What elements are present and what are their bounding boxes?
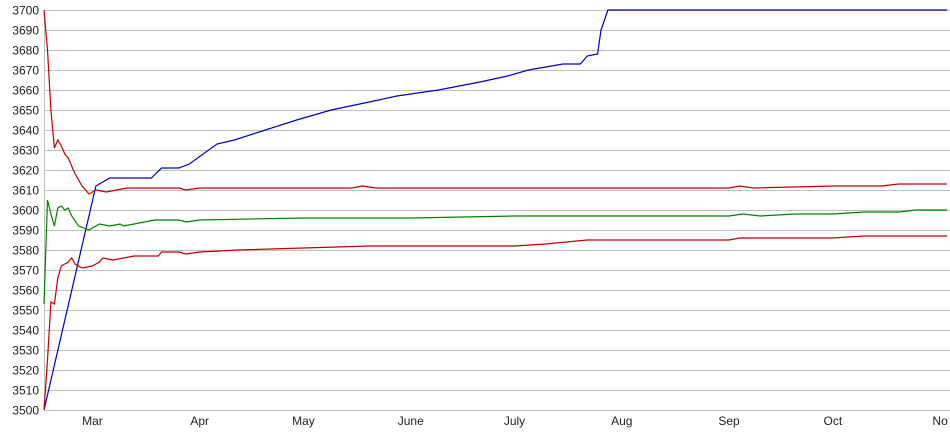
y-tick-label: 3610 [12,184,39,198]
y-tick-label: 3640 [12,124,39,138]
y-tick-label: 3600 [12,204,39,218]
y-tick-label: 3540 [12,324,39,338]
x-tick-label: Apr [190,414,209,428]
series-lines [43,9,947,411]
y-tick-label: 3650 [12,104,39,118]
y-tick-label: 3680 [12,44,39,58]
x-tick-label: Sep [718,414,740,428]
y-tick-label: 3510 [12,384,39,398]
y-tick-label: 3580 [12,244,39,258]
series-line-3 [43,199,947,305]
series-line-4 [43,235,947,411]
y-tick-label: 3700 [12,4,39,18]
y-tick-label: 3520 [12,364,39,378]
y-tick-label: 3570 [12,264,39,278]
y-tick-label: 3620 [12,164,39,178]
series-line-2 [43,9,947,195]
x-tick-label: May [292,414,315,428]
x-tick-label: July [504,414,525,428]
y-tick-label: 3590 [12,224,39,238]
y-tick-label: 3500 [12,404,39,418]
y-axis: 3500 3510 3520 3530 3540 3550 3560 3570 3580 3590… [12,4,39,418]
series-line-1 [43,9,947,411]
y-tick-label: 3550 [12,304,39,318]
y-tick-label: 3630 [12,144,39,158]
y-tick-label: 3690 [12,24,39,38]
y-tick-label: 3530 [12,344,39,358]
x-axis: Mar Apr May June July Aug Sep Oct No [82,414,948,428]
x-tick-label: June [398,414,424,428]
x-tick-label: Oct [823,414,842,428]
x-tick-label: Aug [611,414,632,428]
y-tick-label: 3560 [12,284,39,298]
y-tick-label: 3660 [12,84,39,98]
gridlines [44,10,950,411]
y-tick-label: 3670 [12,64,39,78]
x-tick-label: Mar [82,414,103,428]
x-tick-label: No [932,414,948,428]
